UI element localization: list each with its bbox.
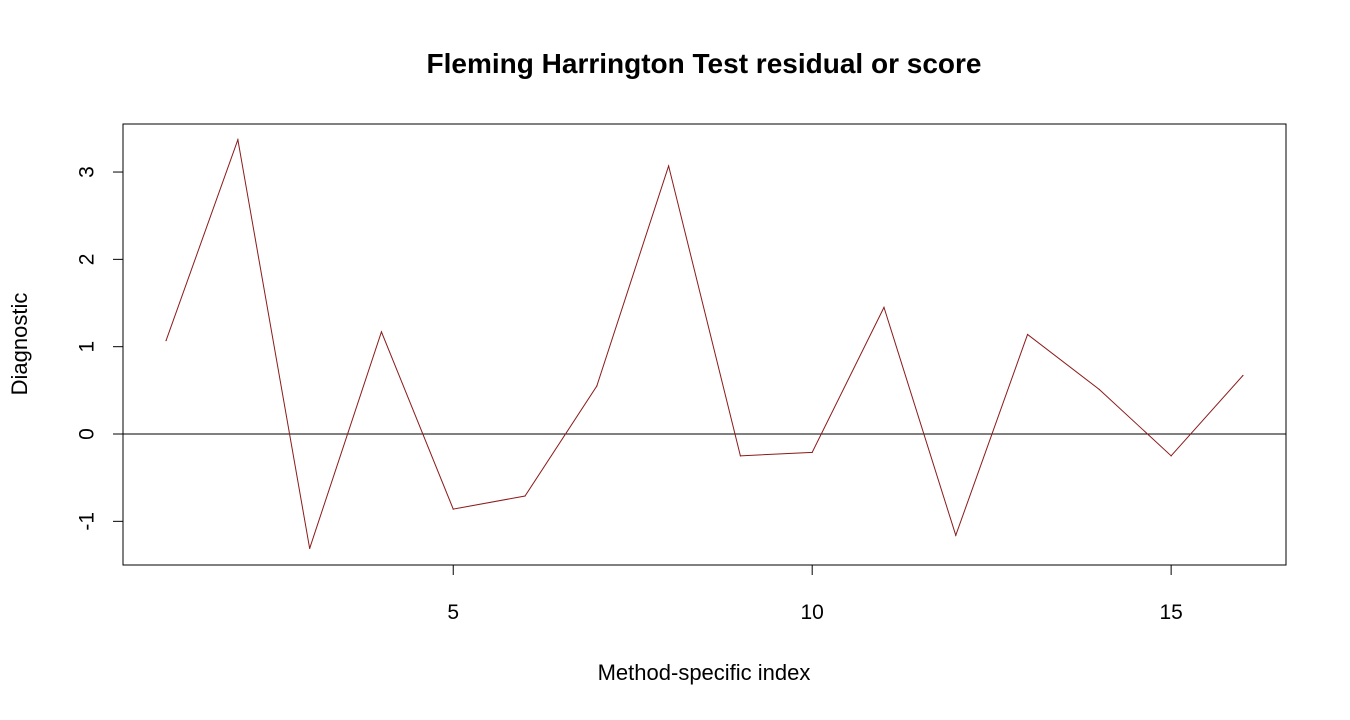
y-tick-label: 1 <box>76 341 99 353</box>
x-axis: 5 10 15 <box>447 564 1183 624</box>
series-layer <box>165 137 1244 550</box>
y-axis: -1 0 1 2 3 <box>76 166 124 531</box>
series-line-1 <box>165 137 1244 549</box>
data-point <box>668 165 670 167</box>
y-tick-label: 0 <box>76 428 99 440</box>
y-tick-label: 3 <box>76 166 99 178</box>
data-point <box>739 455 741 457</box>
x-tick-label: 10 <box>801 601 824 624</box>
data-point <box>1026 333 1029 336</box>
data-point <box>452 508 454 510</box>
data-point <box>955 534 957 536</box>
data-point <box>309 547 311 550</box>
y-tick-label: -1 <box>76 512 99 531</box>
data-point <box>380 331 383 333</box>
x-tick-label: 15 <box>1159 601 1182 624</box>
y-axis-label: Diagnostic <box>7 293 32 396</box>
y-tick-label: 2 <box>76 254 99 266</box>
data-point <box>883 306 885 308</box>
data-point <box>1242 374 1244 377</box>
data-point <box>596 385 598 387</box>
x-axis-label: Method-specific index <box>598 660 811 685</box>
data-point <box>237 139 239 141</box>
data-point <box>1098 388 1100 391</box>
data-point <box>811 451 813 453</box>
x-tick-label: 5 <box>447 601 459 624</box>
plot-frame <box>122 123 1287 566</box>
data-point <box>1170 455 1172 457</box>
data-point <box>165 339 167 342</box>
chart-title: Fleming Harrington Test residual or scor… <box>427 48 982 79</box>
data-point <box>524 495 526 497</box>
